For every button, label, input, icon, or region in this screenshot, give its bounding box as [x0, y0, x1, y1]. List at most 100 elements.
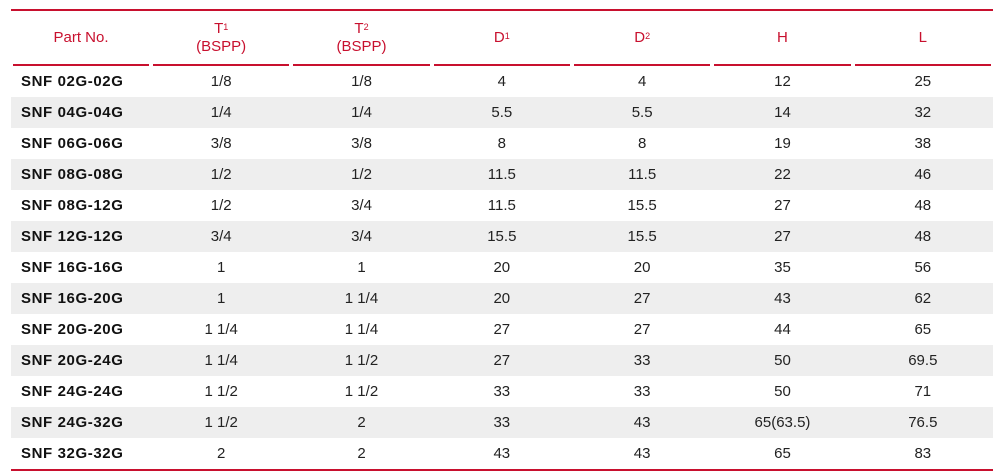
table-row: SNF 06G-06G 3/8 3/8 8 8 19 38: [11, 128, 993, 159]
cell-l: 48: [914, 197, 932, 214]
cell-d1: 33: [431, 407, 572, 438]
cell-part-no: SNF 08G-08G: [11, 159, 151, 190]
cell-h: 14: [712, 97, 853, 128]
cell-part-no: SNF 16G-20G: [11, 283, 151, 314]
cell-d2: 43: [571, 407, 713, 438]
cell-l: 62: [852, 283, 993, 314]
cell-part-no: SNF 16G-16G: [21, 259, 124, 276]
cell-d2: 11.5: [571, 159, 713, 190]
cell-h: 27: [712, 221, 853, 252]
cell-d2: 27: [633, 321, 651, 338]
cell-t1: 1 1/2: [151, 407, 292, 438]
table-row: SNF 32G-32G 2 2 43 43 65 83: [11, 438, 993, 469]
cell-h: 12: [774, 73, 791, 90]
cell-l: 48: [852, 221, 993, 252]
cell-l: 83: [914, 445, 932, 462]
table-row: SNF 02G-02G 1/8 1/8 4 4 12 25: [11, 66, 993, 97]
cell-t2: 1/4: [291, 97, 432, 128]
cell-d2: 33: [633, 383, 651, 400]
cell-d2: 4: [637, 73, 647, 90]
table-row: SNF 16G-20G 1 1 1/4 20 27 43 62: [11, 283, 993, 314]
cell-h: 65(63.5): [712, 407, 853, 438]
cell-t2: 1 1/2: [344, 383, 379, 400]
cell-part-no: SNF 24G-32G: [11, 407, 151, 438]
table-top-rule: [11, 9, 993, 11]
cell-part-no: SNF 06G-06G: [21, 135, 124, 152]
cell-d2: 33: [571, 345, 713, 376]
cell-d1: 43: [493, 445, 511, 462]
cell-t1: 1/4: [151, 97, 292, 128]
cell-d2: 15.5: [571, 221, 713, 252]
cell-d1: 15.5: [431, 221, 572, 252]
cell-t1: 2: [216, 445, 226, 462]
header-d2: D2: [571, 11, 713, 66]
cell-part-no: SNF 20G-20G: [21, 321, 124, 338]
cell-t1: 1: [216, 259, 226, 276]
cell-t1: 1/2: [151, 159, 292, 190]
cell-t2: 1/8: [351, 73, 372, 90]
cell-part-no: SNF 12G-12G: [11, 221, 151, 252]
cell-h: 19: [774, 135, 791, 152]
cell-t1: 1 1/4: [151, 345, 292, 376]
cell-t1: 3/8: [210, 135, 232, 152]
cell-t1: 1/2: [210, 197, 232, 214]
table-header-row: Part No. T1 (BSPP) T2 (BSPP) D1 D2 H L: [11, 11, 993, 66]
table-row: SNF 24G-24G 1 1/2 1 1/2 33 33 50 71: [11, 376, 993, 407]
cell-l: 71: [914, 383, 932, 400]
table-row: SNF 08G-12G 1/2 3/4 11.5 15.5 27 48: [11, 190, 993, 221]
cell-t1: 1 1/4: [204, 321, 238, 338]
cell-t2: 1 1/4: [344, 321, 379, 338]
cell-t2: 1/2: [291, 159, 432, 190]
cell-h: 50: [712, 345, 853, 376]
table-row: SNF 16G-16G 1 1 20 20 35 56: [11, 252, 993, 283]
cell-d2: 15.5: [627, 197, 657, 214]
cell-h: 35: [774, 259, 791, 276]
table-row: SNF 04G-04G 1/4 1/4 5.5 5.5 14 32: [11, 97, 993, 128]
cell-h: 65: [774, 445, 791, 462]
cell-t2: 1 1/4: [291, 283, 432, 314]
cell-t1: 3/4: [151, 221, 292, 252]
header-h: H: [712, 11, 853, 66]
cell-t2: 2: [357, 445, 366, 462]
header-t2: T2 (BSPP): [291, 11, 432, 66]
table-bottom-rule: [11, 469, 993, 471]
cell-d2: 43: [633, 445, 651, 462]
cell-l: 32: [852, 97, 993, 128]
header-d1: D1: [431, 11, 572, 66]
table-row: SNF 20G-20G 1 1/4 1 1/4 27 27 44 65: [11, 314, 993, 345]
table-row: SNF 08G-08G 1/2 1/2 11.5 11.5 22 46: [11, 159, 993, 190]
cell-l: 56: [914, 259, 932, 276]
spec-table: Part No. T1 (BSPP) T2 (BSPP) D1 D2 H L SNF…: [11, 11, 993, 469]
cell-d1: 33: [493, 383, 511, 400]
cell-part-no: SNF 04G-04G: [11, 97, 151, 128]
header-t1: T1 (BSPP): [151, 11, 292, 66]
cell-h: 44: [774, 321, 791, 338]
cell-part-no: SNF 24G-24G: [21, 383, 124, 400]
cell-d2: 8: [637, 135, 647, 152]
cell-part-no: SNF 20G-24G: [11, 345, 151, 376]
cell-d1: 20: [431, 283, 572, 314]
cell-h: 27: [774, 197, 791, 214]
cell-d2: 5.5: [571, 97, 713, 128]
header-l: L: [852, 11, 993, 66]
cell-d2: 27: [571, 283, 713, 314]
cell-d1: 4: [497, 73, 506, 90]
cell-part-no: SNF 08G-12G: [21, 197, 124, 214]
cell-h: 50: [774, 383, 791, 400]
cell-t1: 1/8: [210, 73, 232, 90]
cell-d1: 11.5: [431, 159, 572, 190]
table-row: SNF 24G-32G 1 1/2 2 33 43 65(63.5) 76.5: [11, 407, 993, 438]
cell-d2: 20: [633, 259, 651, 276]
cell-h: 22: [712, 159, 853, 190]
cell-d1: 8: [497, 135, 506, 152]
cell-part-no: SNF 32G-32G: [21, 445, 124, 462]
cell-d1: 27: [431, 345, 572, 376]
cell-d1: 5.5: [431, 97, 572, 128]
cell-d1: 20: [493, 259, 511, 276]
cell-h: 43: [712, 283, 853, 314]
cell-t2: 1: [357, 259, 366, 276]
cell-l: 65: [914, 321, 932, 338]
cell-t2: 3/4: [291, 221, 432, 252]
table-row: SNF 12G-12G 3/4 3/4 15.5 15.5 27 48: [11, 221, 993, 252]
cell-l: 69.5: [852, 345, 993, 376]
